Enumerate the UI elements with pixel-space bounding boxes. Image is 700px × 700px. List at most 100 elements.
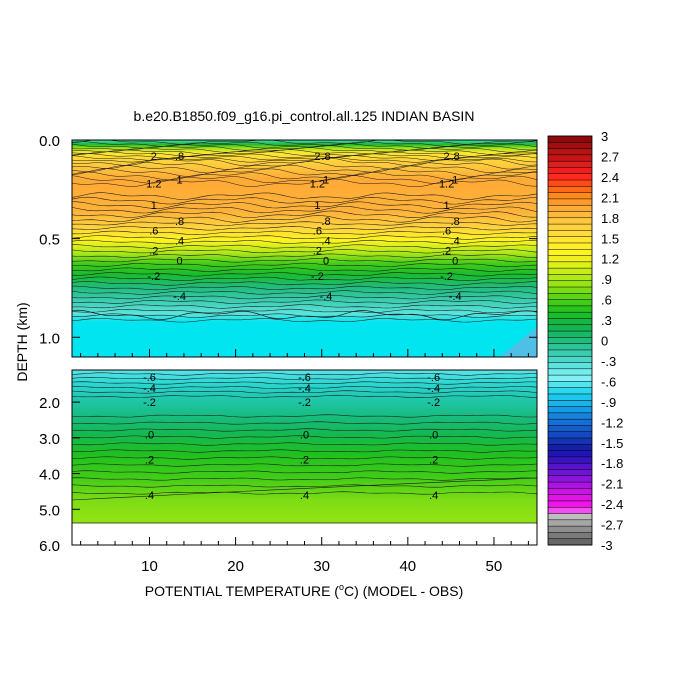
contour-line [72, 201, 537, 209]
colorbar-swatch [548, 142, 592, 150]
colorbar-swatch [548, 475, 592, 483]
colorbar-swatch [548, 400, 592, 408]
colorbar-label: .6 [601, 293, 612, 308]
colorbar-swatch [548, 500, 592, 508]
contour-line [72, 372, 537, 376]
contour-line [72, 230, 537, 235]
contour-label: -.4 [449, 291, 462, 303]
contour-line [72, 147, 537, 153]
colorbar-swatch [548, 331, 592, 338]
colorbar-swatch [548, 488, 592, 496]
contour-line [72, 244, 537, 249]
contour-line [72, 281, 537, 286]
colorbar-swatch [548, 538, 592, 546]
contour-line [72, 210, 537, 218]
colorbar-swatch [548, 425, 592, 433]
contour-label: -.2 [298, 397, 311, 409]
contour-line [72, 276, 537, 281]
contour-label: .0 [429, 429, 438, 441]
contour-label: .4 [175, 236, 184, 248]
colorbar-label: -.6 [601, 374, 616, 389]
contour-line [72, 428, 537, 432]
colorbar-label: -2.4 [601, 497, 623, 512]
colorbar-swatch [548, 217, 592, 225]
contour-line [72, 295, 537, 300]
contour-label: 2 [444, 151, 450, 163]
colorbar-swatch [548, 438, 592, 445]
colorbar-swatch [548, 368, 592, 376]
colorbar-label: -.3 [601, 354, 616, 369]
colorbar-swatch [548, 274, 592, 282]
upper-contour-lines [72, 140, 537, 323]
contour-line [72, 141, 537, 147]
colorbar-swatch [548, 268, 592, 275]
colorbar-label: -2.7 [601, 518, 623, 533]
contour-label: -.4 [320, 291, 333, 303]
colorbar-swatch [548, 205, 592, 213]
colorbar-swatch [548, 507, 592, 515]
contour-line [72, 157, 537, 163]
colorbar-swatch [548, 287, 592, 294]
contour-label: .8 [321, 216, 330, 228]
contour-label: 0 [177, 255, 183, 267]
y-tick-label: 5.0 [39, 502, 60, 519]
colorbar-swatch [548, 431, 592, 439]
contour-line [72, 253, 537, 258]
colorbar-swatch [548, 236, 592, 244]
colorbar-swatch [548, 469, 592, 477]
contour-label: .8 [175, 151, 184, 163]
contour-line [72, 151, 537, 157]
x-axis-label: POTENTIAL TEMPERATURE (oC) (MODEL - OBS) [145, 582, 464, 599]
upper-contour-labels: 2 2 2.8.8.81.2 1.2 1.21 1 11 1 1.8.8.8.6.6.6.4.4… [146, 151, 461, 303]
colorbar-swatch [548, 318, 592, 326]
contour-line [72, 153, 537, 159]
lower-panel-empty [72, 523, 537, 545]
colorbar-swatch [548, 249, 592, 257]
colorbar-swatch [548, 148, 592, 156]
contour-label: .4 [145, 490, 154, 502]
contour-label: .0 [300, 429, 309, 441]
contour-line [72, 385, 537, 390]
contour-line [72, 258, 537, 263]
colorbar-swatch [548, 482, 592, 489]
colorbar-swatch [548, 406, 592, 414]
contour-line [72, 285, 537, 291]
contour-label: -.2 [143, 397, 156, 409]
contour-label: 1 [314, 200, 320, 212]
colorbar-swatch [548, 198, 592, 206]
colorbar-swatch [548, 255, 592, 263]
contour-line [72, 308, 537, 314]
colorbar-swatch [548, 224, 592, 231]
contour-label: 1.2 [439, 178, 454, 190]
contour-label: 2 [314, 151, 320, 163]
contour-line [72, 178, 537, 188]
contour-label: .6 [442, 226, 451, 238]
contour-line [72, 140, 537, 145]
axes: 0.00.51.02.03.04.05.06.010 20 30 40 50 [39, 133, 537, 575]
contour-label: .8 [321, 151, 330, 163]
x-tick-label: 50 [486, 558, 503, 575]
x-axis-label-unit: o [339, 582, 344, 592]
colorbar-swatch [548, 211, 592, 219]
contour-label: 2 [151, 151, 157, 163]
y-tick-label: 1.0 [39, 330, 60, 347]
colorbar-swatch [548, 230, 592, 238]
contour-line [72, 449, 537, 453]
colorbar-swatch [548, 161, 592, 168]
contour-line [72, 491, 537, 495]
contour-line [72, 309, 537, 321]
colorbar-label: 2.7 [601, 149, 619, 164]
colorbar-swatch [548, 343, 592, 351]
colorbar-swatch [548, 173, 592, 181]
contour-label: .4 [451, 236, 460, 248]
colorbar-label: .3 [601, 313, 612, 328]
contour-label: -.6 [298, 372, 311, 384]
x-axis-label-suffix: C) (MODEL - OBS) [344, 583, 463, 599]
contour-line [72, 318, 537, 323]
contour-label: -.6 [427, 372, 440, 384]
colorbar-swatch [548, 456, 592, 464]
contour-line [72, 249, 537, 254]
contour-label: .2 [300, 454, 309, 466]
colorbar-swatch [548, 387, 592, 395]
contour-line [72, 171, 537, 181]
